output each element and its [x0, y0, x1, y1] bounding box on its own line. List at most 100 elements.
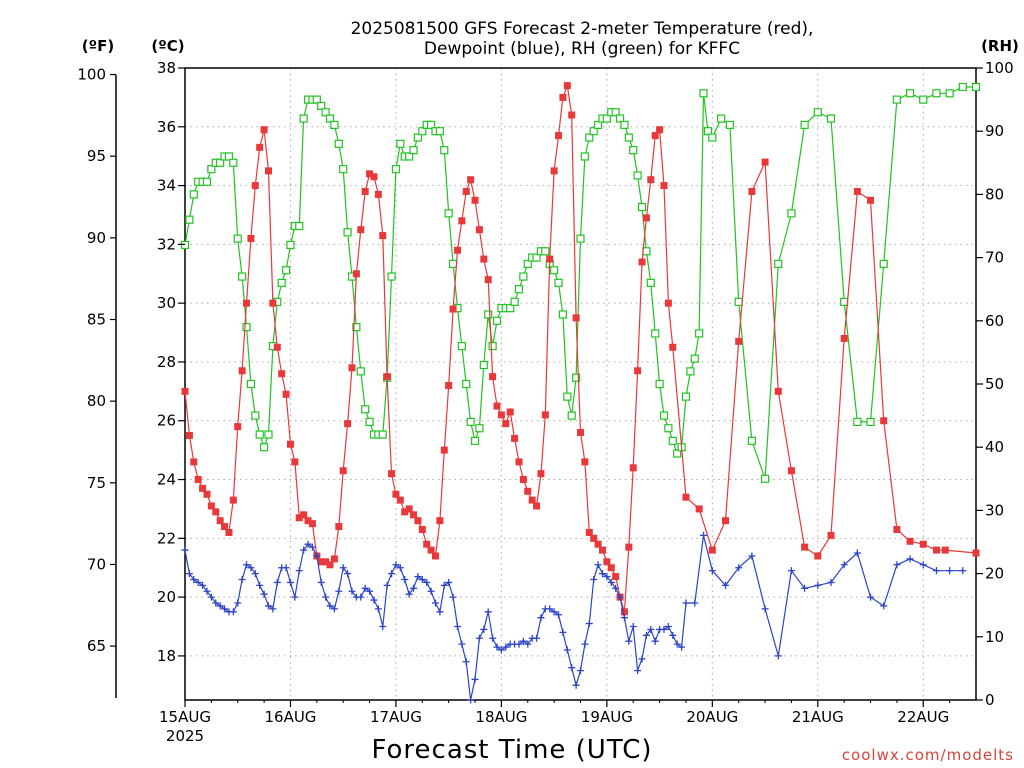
- temperature-point: [550, 167, 558, 175]
- rh-ticks: 0 10 20 30 40 50 60 70 80 90 100: [976, 59, 1014, 709]
- rh-tick-label: 0: [985, 691, 995, 709]
- rh-point: [532, 253, 541, 262]
- temperature-point: [278, 370, 286, 378]
- dewpoint-point: [893, 561, 901, 569]
- rh-point: [229, 158, 238, 167]
- rh-point: [633, 171, 642, 180]
- temperature-point: [414, 517, 422, 525]
- temperature-point: [722, 517, 730, 525]
- fahrenheit-tick-label: 80: [87, 392, 106, 410]
- rh-tick-label: 80: [985, 185, 1004, 203]
- temperature-point: [708, 546, 716, 554]
- temperature-point: [418, 526, 426, 534]
- dewpoint-point: [370, 596, 378, 604]
- dewpoint-point: [612, 584, 620, 592]
- dewpoint-point: [282, 564, 290, 572]
- rh-point: [202, 177, 212, 186]
- rh-point: [659, 411, 669, 420]
- rh-point: [281, 266, 291, 275]
- dewpoint-point: [269, 605, 277, 613]
- fahrenheit-tick-label: 75: [87, 474, 106, 492]
- temperature-point: [840, 334, 848, 342]
- dewpoint-point: [383, 581, 391, 589]
- temperature-point: [427, 546, 435, 554]
- temperature-point: [374, 190, 382, 198]
- rh-unit-label: (RH): [981, 37, 1019, 55]
- temperature-point: [568, 111, 576, 119]
- temperature-point: [348, 364, 356, 372]
- temperature-point: [221, 523, 229, 531]
- temperature-point: [537, 470, 545, 478]
- temperature-point: [511, 434, 519, 442]
- dewpoint-point: [590, 575, 598, 583]
- temperature-point: [471, 196, 479, 204]
- rh-point: [664, 424, 673, 433]
- dewpoint-point: [572, 681, 580, 689]
- credit-label: coolwx.com/modelts: [842, 746, 1014, 764]
- rh-point: [299, 114, 308, 123]
- rh-tick-label: 70: [985, 249, 1004, 267]
- dewpoint-point: [401, 575, 409, 583]
- dewpoint-point: [414, 573, 422, 581]
- dewpoint-point: [361, 584, 369, 592]
- rh-point: [787, 209, 796, 218]
- rh-point: [462, 379, 471, 389]
- temperature-point: [612, 573, 620, 581]
- rh-point: [585, 133, 594, 142]
- dewpoint-point: [453, 623, 461, 631]
- rh-point: [479, 360, 488, 370]
- rh-point: [800, 120, 809, 129]
- dewpoint-point: [326, 602, 334, 610]
- rh-point: [242, 323, 251, 332]
- fahrenheit-tick-label: 85: [87, 310, 106, 328]
- dewpoint-point: [616, 593, 624, 601]
- time-tick-label: 22AUG: [897, 708, 949, 726]
- rh-point: [246, 379, 256, 389]
- dewpoint-point: [308, 543, 316, 551]
- fahrenheit-tick-label: 90: [87, 229, 106, 247]
- temperature-point: [603, 558, 611, 566]
- temperature-point: [269, 299, 277, 307]
- chart-title-line-2: Dewpoint (blue), RH (green) for KFFC: [424, 39, 740, 59]
- temperature-point: [893, 526, 901, 534]
- dewpoint-point: [629, 623, 637, 631]
- dewpoint-point: [396, 564, 404, 572]
- rh-point: [734, 297, 743, 306]
- rh-point: [321, 108, 330, 117]
- temperature-point: [383, 373, 391, 381]
- rh-point: [629, 146, 638, 155]
- rh-point: [339, 165, 348, 174]
- dewpoint-point: [700, 531, 708, 539]
- temperature-point: [260, 126, 268, 134]
- rh-tick-label: 90: [985, 122, 1004, 140]
- rh-point: [563, 392, 572, 401]
- temperature-point: [344, 420, 352, 428]
- dewpoint-point: [335, 587, 343, 595]
- temperature-point: [555, 132, 563, 140]
- temperature-point: [207, 502, 215, 510]
- rh-point: [378, 430, 387, 439]
- dewpoint-point: [199, 581, 207, 589]
- dewpoint-point: [625, 637, 633, 645]
- rh-point: [760, 474, 770, 483]
- celsius-unit-label: (ºC): [151, 37, 184, 55]
- dewpoint-point: [801, 584, 809, 592]
- celsius-tick-label: 32: [157, 235, 176, 253]
- temperature-point: [190, 458, 198, 466]
- dewpoint-point: [594, 561, 602, 569]
- rh-point: [484, 310, 493, 319]
- temperature-point: [431, 552, 439, 560]
- rh-tick-label: 40: [985, 438, 1004, 456]
- temperature-point: [585, 528, 593, 536]
- rh-point: [681, 392, 691, 401]
- dewpoint-point: [708, 567, 716, 575]
- temperature-point: [423, 540, 431, 548]
- fahrenheit-tick-label: 70: [87, 555, 106, 573]
- rh-point: [651, 329, 660, 338]
- temperature-point: [528, 496, 536, 504]
- temperature-point: [577, 429, 584, 437]
- dewpoint-point: [748, 552, 756, 560]
- rh-point: [492, 316, 502, 325]
- temperature-point: [827, 531, 835, 539]
